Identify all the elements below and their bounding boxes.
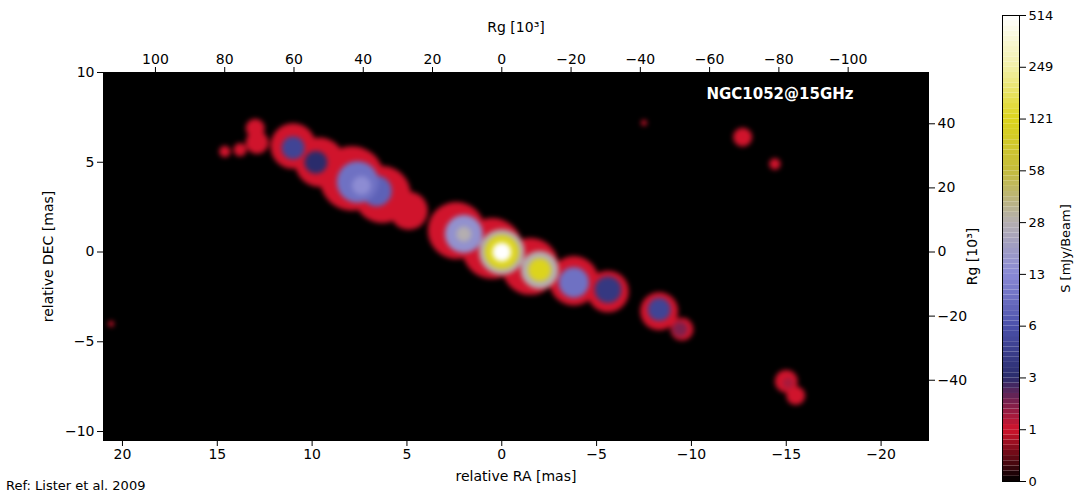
svg-text:40: 40 <box>938 115 956 131</box>
svg-text:121: 121 <box>1029 111 1054 126</box>
svg-text:28: 28 <box>1029 215 1046 230</box>
svg-text:15: 15 <box>208 446 226 462</box>
svg-text:40: 40 <box>354 51 372 67</box>
svg-text:10: 10 <box>303 446 321 462</box>
svg-text:100: 100 <box>142 51 169 67</box>
svg-text:−20: −20 <box>556 51 586 67</box>
svg-text:−5: −5 <box>74 333 95 349</box>
svg-text:6: 6 <box>1029 318 1037 333</box>
svg-text:0: 0 <box>497 446 506 462</box>
svg-text:20: 20 <box>424 51 442 67</box>
svg-text:−40: −40 <box>938 372 968 388</box>
svg-text:514: 514 <box>1029 8 1054 23</box>
svg-text:Rg [10³]: Rg [10³] <box>487 19 544 35</box>
svg-text:13: 13 <box>1029 267 1046 282</box>
svg-text:−10: −10 <box>677 446 707 462</box>
svg-text:−10: −10 <box>65 423 95 439</box>
svg-text:0: 0 <box>938 243 947 259</box>
svg-text:−40: −40 <box>626 51 656 67</box>
svg-text:1: 1 <box>1029 422 1037 437</box>
svg-text:80: 80 <box>216 51 234 67</box>
svg-text:S [mJy/Beam]: S [mJy/Beam] <box>1058 204 1073 293</box>
svg-text:−5: −5 <box>586 446 607 462</box>
svg-text:−15: −15 <box>771 446 801 462</box>
svg-text:−20: −20 <box>866 446 896 462</box>
svg-text:249: 249 <box>1029 59 1054 74</box>
svg-text:5: 5 <box>86 154 95 170</box>
svg-text:NGC1052@15GHz: NGC1052@15GHz <box>706 85 853 103</box>
svg-text:3: 3 <box>1029 370 1037 385</box>
svg-text:60: 60 <box>285 51 303 67</box>
svg-text:20: 20 <box>938 179 956 195</box>
svg-text:−60: −60 <box>695 51 725 67</box>
svg-text:0: 0 <box>497 51 506 67</box>
svg-text:58: 58 <box>1029 163 1046 178</box>
svg-text:−20: −20 <box>938 308 968 324</box>
svg-text:10: 10 <box>77 64 95 80</box>
svg-text:−100: −100 <box>829 51 867 67</box>
svg-text:5: 5 <box>402 446 411 462</box>
svg-text:Rg [10³]: Rg [10³] <box>964 228 980 285</box>
html-text:Ref: Lister et al. 2009: Ref: Lister et al. 2009 <box>6 478 146 493</box>
svg-text:0: 0 <box>1029 474 1037 489</box>
svg-text:relative RA [mas]: relative RA [mas] <box>456 468 577 484</box>
svg-text:−80: −80 <box>764 51 794 67</box>
svg-text:relative DEC [mas]: relative DEC [mas] <box>40 191 56 323</box>
svg-text:0: 0 <box>86 243 95 259</box>
svg-text:20: 20 <box>114 446 132 462</box>
